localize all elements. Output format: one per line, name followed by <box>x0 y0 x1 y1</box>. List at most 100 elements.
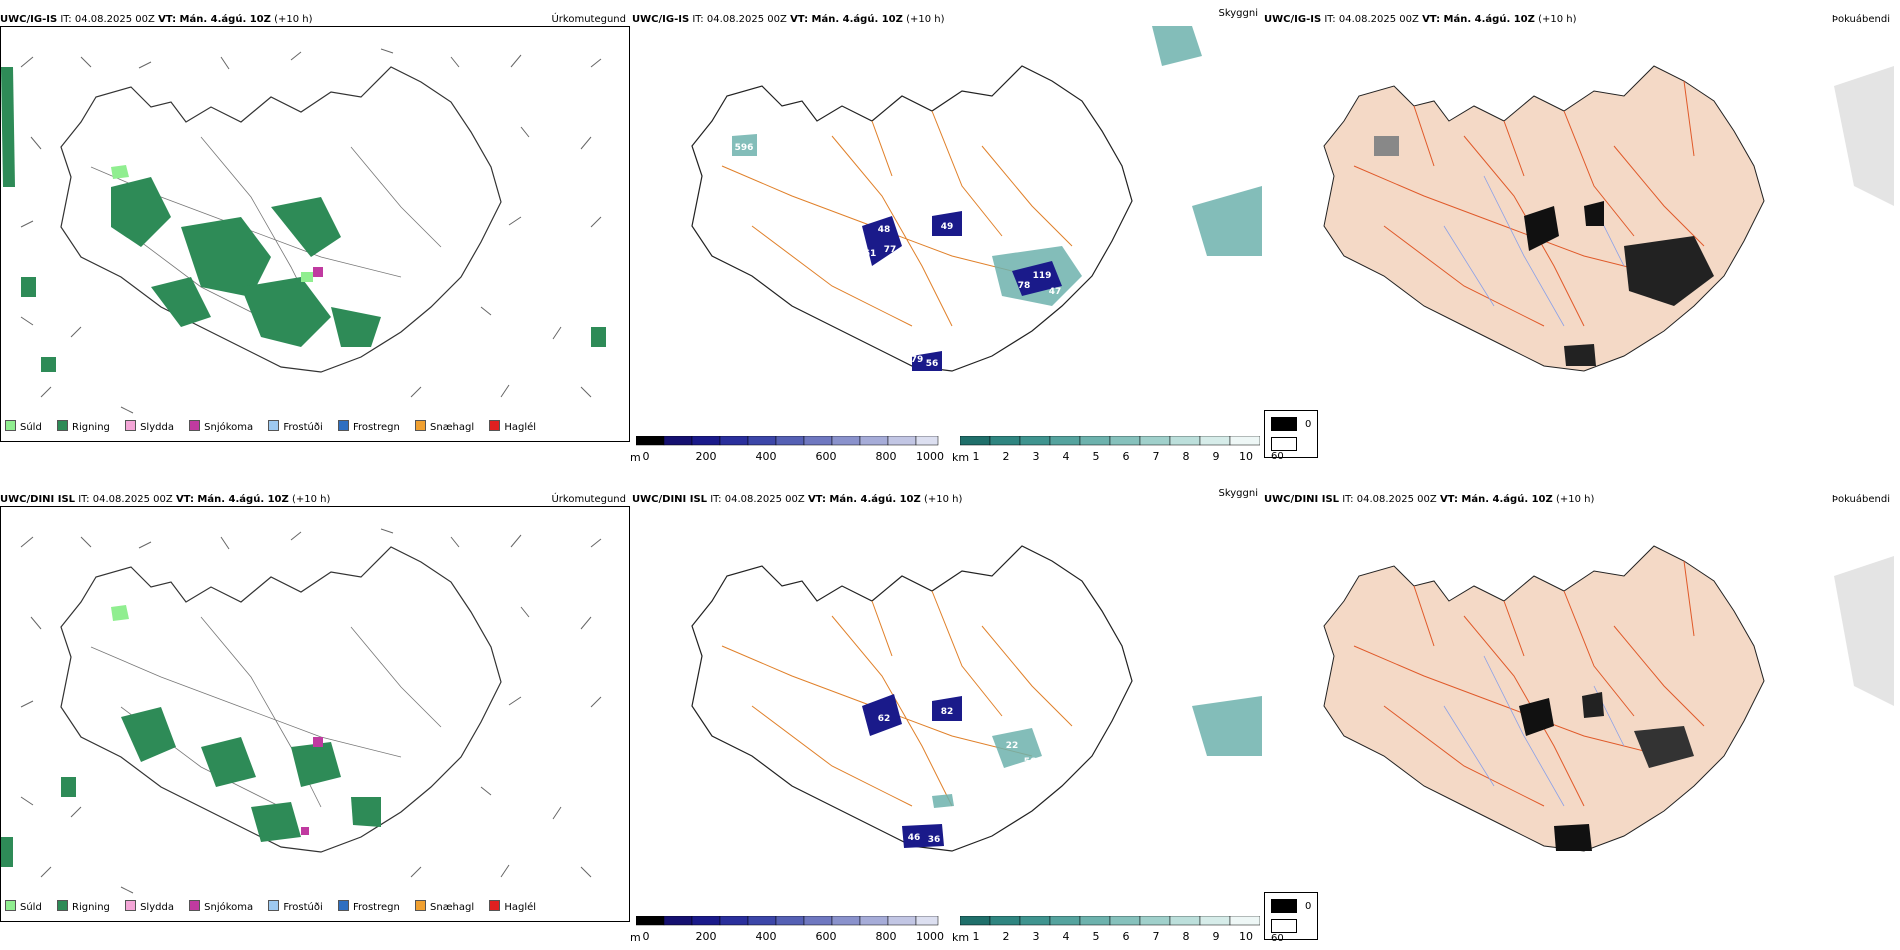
drizzle-areas <box>111 165 313 282</box>
colorbar-tick: 600 <box>815 930 837 943</box>
fog-legend: 0 60 <box>1264 892 1318 944</box>
legend-item: Rigning <box>57 900 110 913</box>
snow-areas <box>301 737 323 835</box>
cloudbase-colorbar: m 0 200 400 600 800 1000 <box>630 436 944 464</box>
colorbar-tick: 4 <box>1062 930 1070 943</box>
legend-swatch <box>189 420 201 431</box>
legend-label: Frostregn <box>352 422 400 433</box>
lead-time: (+10 h) <box>923 494 963 505</box>
valid-time: VT: Mán. 4.ágú. 10Z <box>807 494 921 505</box>
rain-areas <box>1 707 381 867</box>
cloudbase-value-label: 22 <box>1006 741 1019 751</box>
valid-time: VT: Mán. 4.ágú. 10Z <box>1422 14 1535 25</box>
colorbar-tick: 9 <box>1212 450 1220 463</box>
legend-label: Slydda <box>140 422 174 433</box>
visibility-areas <box>732 26 1262 306</box>
fog-areas <box>1374 66 1894 366</box>
legend-swatch <box>125 900 137 911</box>
init-time: IT: 04.08.2025 00Z <box>710 494 805 505</box>
valid-time: VT: Mán. 4.ágú. 10Z <box>158 14 271 25</box>
cloudbase-value-label: 61 <box>864 249 877 259</box>
legend-label: Frostúði <box>283 902 323 913</box>
model-name: UWC/DINI ISL <box>1264 494 1340 505</box>
panel-header: UWC/DINI ISL IT: 04.08.2025 00Z VT: Mán.… <box>0 494 630 510</box>
cloudbase-value-label: 47 <box>1049 287 1062 297</box>
iceland-land <box>1323 545 1765 852</box>
precip-panel-bottom: UWC/DINI ISL IT: 04.08.2025 00Z VT: Mán.… <box>0 490 630 945</box>
legend-swatch <box>1271 437 1297 451</box>
cloud-panel-top: UWC/IG-IS IT: 04.08.2025 00Z VT: Mán. 4.… <box>630 8 1262 465</box>
legend-label: Slydda <box>140 902 174 913</box>
panel-title: Úrkomutegund <box>551 14 626 25</box>
legend-item: Snjókoma <box>189 420 253 433</box>
init-time: IT: 04.08.2025 00Z <box>692 14 787 25</box>
colorbar-tick: 400 <box>755 930 777 943</box>
colorbar-tick: 2 <box>1002 930 1010 943</box>
init-time: IT: 04.08.2025 00Z <box>78 494 173 505</box>
cloudbase-value-label: 82 <box>941 707 954 717</box>
legend-swatch <box>415 420 427 431</box>
legend-swatch <box>57 420 68 431</box>
legend-label: Snjókoma <box>204 902 254 913</box>
colorbar-tick: 1000 <box>916 930 944 943</box>
legend-swatch <box>489 420 501 431</box>
colorbar-tick: 7 <box>1152 930 1160 943</box>
colorbar-tick: 6 <box>1122 450 1130 463</box>
colorbar-unit: km <box>952 931 970 944</box>
model-name: UWC/IG-IS <box>632 14 690 25</box>
cloudbase-colorbar: m 0 200 400 600 800 1000 <box>630 916 944 944</box>
cloudbase-value-label: 596 <box>735 143 754 153</box>
legend-swatch <box>489 900 501 911</box>
cloudbase-value-label: 89 <box>854 727 867 737</box>
valid-time: VT: Mán. 4.ágú. 10Z <box>1439 494 1553 505</box>
legend-label: 0 <box>1305 419 1312 430</box>
snow-areas <box>313 267 323 277</box>
fog-map <box>1264 26 1894 442</box>
model-name: UWC/DINI ISL <box>632 494 708 505</box>
precip-panel-top: UWC/IG-IS IT: 04.08.2025 00Z VT: Mán. 4.… <box>0 10 630 465</box>
colorbar-unit: m <box>630 931 641 944</box>
legend-label: 60 <box>1271 933 1284 944</box>
colorbar-tick: 5 <box>1092 450 1100 463</box>
fog-panel-bottom: UWC/DINI ISL IT: 04.08.2025 00Z VT: Mán.… <box>1264 490 1894 945</box>
precip-legend: Súld Rigning Slydda Snjókoma Frostúði Fr… <box>5 420 548 433</box>
legend-swatch <box>189 900 201 911</box>
panel-title: Skyggni <box>1218 8 1258 19</box>
colorbar-tick: 800 <box>875 930 897 943</box>
legend-swatch <box>337 420 349 431</box>
lead-time: (+10 h) <box>906 14 945 25</box>
precip-map: Súld Rigning Slydda Snjókoma Frostúði Fr… <box>0 26 630 442</box>
colorbar-tick: 8 <box>1182 450 1190 463</box>
legend-swatch <box>5 900 16 911</box>
lead-time: (+10 h) <box>291 494 331 505</box>
panel-header: UWC/DINI ISL IT: 04.08.2025 00Z VT: Mán.… <box>632 488 1262 510</box>
colorbar-tick: 0 <box>642 930 650 943</box>
precip-map: Súld Rigning Slydda Snjókoma Frostúði Fr… <box>0 506 630 922</box>
colorbar-tick: 3 <box>1032 450 1040 463</box>
colorbar-unit: m <box>630 451 641 464</box>
lead-time: (+10 h) <box>274 14 313 25</box>
lead-time: (+10 h) <box>1538 14 1577 25</box>
legend-label: Súld <box>20 422 42 433</box>
legend-item: Slydda <box>125 900 174 913</box>
fog-legend: 0 60 <box>1264 410 1318 462</box>
panel-header: UWC/IG-IS IT: 04.08.2025 00Z VT: Mán. 4.… <box>0 14 630 30</box>
legend-item: Rigning <box>57 420 110 433</box>
colorbar-tick: 9 <box>1212 930 1220 943</box>
legend-item: Súld <box>5 900 42 913</box>
panel-title: Skyggni <box>1218 488 1258 499</box>
colorbar-tick: 1 <box>972 450 980 463</box>
panel-header: UWC/IG-IS IT: 04.08.2025 00Z VT: Mán. 4.… <box>632 8 1262 30</box>
lead-time: (+10 h) <box>1555 494 1595 505</box>
cloud-map: 48 49 61 77 119 78 47 56 79 596 <box>632 26 1262 442</box>
panel-title: Þokuábendi <box>1831 494 1890 505</box>
valid-time: VT: Mán. 4.ágú. 10Z <box>790 14 903 25</box>
fog-legend-item: 60 <box>1271 919 1317 944</box>
legend-label: Haglél <box>504 902 537 913</box>
legend-item: Haglél <box>489 900 536 913</box>
legend-item: Snjókoma <box>189 900 253 913</box>
drizzle-areas <box>111 605 129 621</box>
legend-label: Snjókoma <box>204 422 254 433</box>
legend-swatch <box>1271 919 1297 933</box>
legend-label: Frostúði <box>283 422 323 433</box>
